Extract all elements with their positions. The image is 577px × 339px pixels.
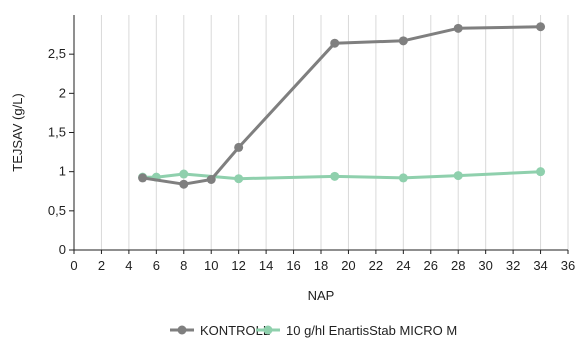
y-tick-label: 1,5 — [48, 125, 66, 140]
y-tick-label: 2,5 — [48, 46, 66, 61]
legend-label: KONTROLL — [200, 323, 270, 338]
y-tick-label: 0 — [59, 242, 66, 257]
series-layer — [138, 22, 546, 189]
x-tick-label: 16 — [286, 258, 300, 273]
axes — [69, 15, 569, 254]
data-point — [536, 167, 546, 177]
x-tick-label: 10 — [204, 258, 218, 273]
x-tick-label: 18 — [314, 258, 328, 273]
legend: KONTROLL 10 g/hl EnartisStab MICRO M — [170, 323, 457, 338]
x-tick-label: 14 — [259, 258, 273, 273]
data-point — [330, 38, 340, 48]
data-point — [453, 23, 463, 33]
data-point — [234, 174, 244, 184]
x-tick-label: 28 — [451, 258, 465, 273]
x-tick-label: 0 — [70, 258, 77, 273]
x-tick-label: 36 — [561, 258, 575, 273]
data-point — [398, 173, 408, 183]
data-point — [179, 169, 189, 179]
x-tick-label: 4 — [125, 258, 132, 273]
series-line-1 — [141, 170, 543, 181]
y-tick-label: 1 — [59, 164, 66, 179]
data-point — [536, 22, 546, 32]
x-tick-label: 6 — [153, 258, 160, 273]
x-tick-label: 8 — [180, 258, 187, 273]
x-tick-label: 30 — [478, 258, 492, 273]
legend-label: 10 g/hl EnartisStab MICRO M — [286, 323, 457, 338]
x-tick-label: 34 — [533, 258, 547, 273]
x-tick-label: 24 — [396, 258, 410, 273]
x-tick-label: 26 — [424, 258, 438, 273]
y-tick-label: 0,5 — [48, 203, 66, 218]
x-tick-label: 12 — [231, 258, 245, 273]
data-point — [179, 179, 189, 189]
x-axis-title: NAP — [308, 288, 335, 303]
x-tick-label: 2 — [98, 258, 105, 273]
y-tick-label: 2 — [59, 85, 66, 100]
data-point — [330, 171, 340, 181]
data-point — [206, 175, 216, 184]
grid — [100, 15, 569, 250]
y-axis-title: TEJSAV (g/L) — [10, 93, 25, 172]
legend-swatch-marker — [263, 325, 273, 335]
labels-layer: 00,511,522,50 2 4 6 8 10 12 14 16 18 20 22 24 26 28 30 3… — [10, 46, 575, 303]
data-point — [138, 173, 148, 183]
data-point — [453, 171, 463, 181]
legend-swatch-marker — [177, 325, 187, 335]
series-line-0 — [141, 25, 543, 186]
data-point — [234, 142, 244, 152]
x-tick-label: 20 — [341, 258, 355, 273]
x-tick-label: 32 — [506, 258, 520, 273]
data-point — [398, 36, 408, 46]
x-tick-label: 22 — [369, 258, 383, 273]
